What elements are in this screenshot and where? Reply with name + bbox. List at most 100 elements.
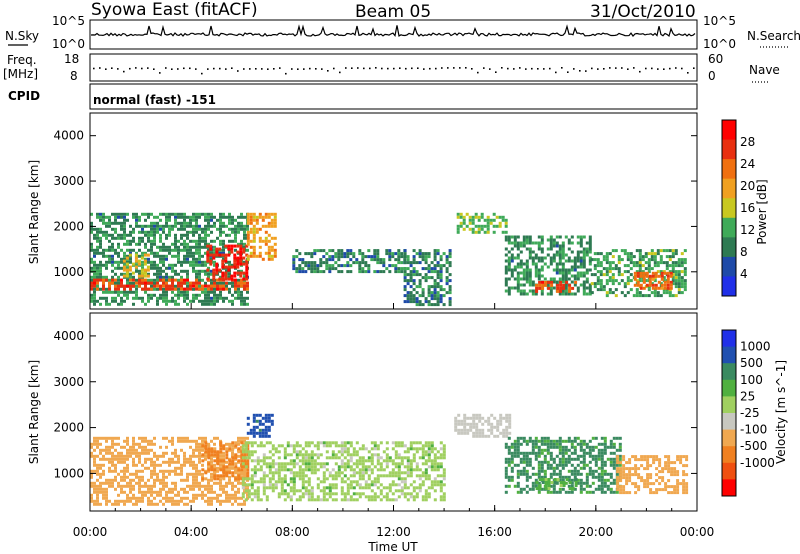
- heatmap-cell: [90, 227, 93, 231]
- heatmap-cell: [507, 289, 511, 293]
- heatmap-cell: [382, 261, 386, 265]
- heatmap-cell: [183, 254, 186, 258]
- heatmap-cell: [358, 483, 362, 487]
- heatmap-cell: [298, 477, 302, 481]
- heatmap-cell: [325, 477, 329, 481]
- heatmap-cell: [439, 288, 443, 292]
- heatmap-cell: [222, 221, 225, 225]
- heatmap-cell: [253, 450, 257, 454]
- heatmap-cell: [626, 264, 630, 268]
- heatmap-cell: [427, 465, 431, 469]
- heatmap-cell: [310, 252, 314, 256]
- heatmap-cell: [96, 502, 99, 506]
- heatmap-cell: [141, 469, 144, 473]
- heatmap-cell: [643, 485, 647, 489]
- heatmap-cell: [165, 278, 168, 282]
- heatmap-cell: [292, 489, 296, 493]
- date-title: 31/Oct/2010: [590, 2, 696, 22]
- heatmap-cell: [525, 241, 529, 245]
- heatmap-cell: [471, 218, 475, 222]
- heatmap-cell: [433, 252, 437, 256]
- heatmap-cell: [685, 464, 689, 468]
- heatmap-cell: [310, 489, 314, 493]
- heatmap-cell: [168, 230, 171, 234]
- heatmap-cell: [270, 419, 274, 423]
- heatmap-cell: [397, 495, 401, 499]
- heatmap-cell: [328, 471, 332, 475]
- heatmap-cell: [174, 248, 177, 252]
- heatmap-cell: [430, 465, 434, 469]
- heatmap-cell: [129, 239, 132, 243]
- heatmap-cell: [242, 271, 246, 275]
- heatmap-cell: [640, 476, 644, 480]
- heatmap-cell: [162, 451, 165, 455]
- heatmap-cell: [647, 261, 651, 265]
- heatmap-cell: [231, 471, 235, 475]
- heatmap-cell: [525, 442, 529, 446]
- heatmap-cell: [280, 465, 284, 469]
- heatmap-cell: [397, 258, 401, 262]
- heatmap-cell: [222, 454, 225, 458]
- heatmap-cell: [213, 442, 216, 446]
- heatmap-cell: [588, 454, 592, 458]
- heatmap-cell: [105, 457, 108, 461]
- heatmap-cell: [165, 451, 168, 455]
- heatmap-cell: [270, 221, 274, 225]
- heatmap-cell: [531, 451, 535, 455]
- heatmap-cell: [147, 281, 150, 285]
- heatmap-cell: [168, 212, 171, 216]
- heatmap-cell: [376, 474, 380, 478]
- heatmap-cell: [618, 436, 622, 440]
- heatmap-cell: [555, 253, 559, 257]
- heatmap-cell: [120, 266, 123, 270]
- heatmap-cell: [661, 470, 665, 474]
- heatmap-cell: [504, 466, 508, 470]
- heatmap-cell: [522, 277, 526, 281]
- heatmap-cell: [286, 483, 290, 487]
- heatmap-cell: [496, 425, 500, 429]
- heatmap-cell: [102, 448, 105, 452]
- heatmap-cell: [162, 460, 165, 464]
- heatmap-cell: [559, 286, 563, 290]
- heatmap-cell: [385, 498, 389, 502]
- heatmap-cell: [310, 255, 314, 259]
- heatmap-cell: [298, 258, 302, 262]
- heatmap-cell: [147, 278, 150, 282]
- freq-dot: [519, 67, 521, 69]
- heatmap-cell: [174, 451, 177, 455]
- heatmap-cell: [534, 442, 538, 446]
- heatmap-cell: [135, 293, 138, 297]
- heatmap-cell: [436, 249, 440, 253]
- heatmap-cell: [666, 280, 670, 284]
- heatmap-cell: [537, 241, 541, 245]
- heatmap-cell: [528, 283, 532, 287]
- heatmap-cell: [230, 244, 234, 248]
- heatmap-cell: [219, 218, 222, 222]
- heatmap-cell: [516, 244, 520, 248]
- heatmap-cell: [165, 257, 168, 261]
- heatmap-cell: [487, 419, 491, 423]
- heatmap-cell: [201, 448, 204, 452]
- heatmap-cell: [439, 264, 443, 268]
- heatmap-cell: [189, 454, 192, 458]
- heatmap-cell: [343, 492, 347, 496]
- heatmap-cell: [280, 483, 284, 487]
- freq-dot: [399, 67, 401, 69]
- heatmap-cell: [361, 444, 365, 448]
- heatmap-cell: [646, 461, 650, 465]
- heatmap-cell: [531, 292, 535, 296]
- heatmap-cell: [685, 458, 689, 462]
- heatmap-cell: [195, 439, 198, 443]
- heatmap-cell: [304, 456, 308, 460]
- heatmap-cell: [141, 499, 144, 503]
- heatmap-cell: [224, 274, 228, 278]
- heatmap-cell: [659, 249, 663, 253]
- freq-dot: [561, 67, 563, 69]
- heatmap-cell: [174, 212, 177, 216]
- heatmap-cell: [212, 256, 216, 260]
- heatmap-cell: [585, 478, 589, 482]
- heatmap-cell: [516, 463, 520, 467]
- heatmap-cell: [588, 286, 592, 290]
- heatmap-cell: [640, 458, 644, 462]
- heatmap-cell: [174, 460, 177, 464]
